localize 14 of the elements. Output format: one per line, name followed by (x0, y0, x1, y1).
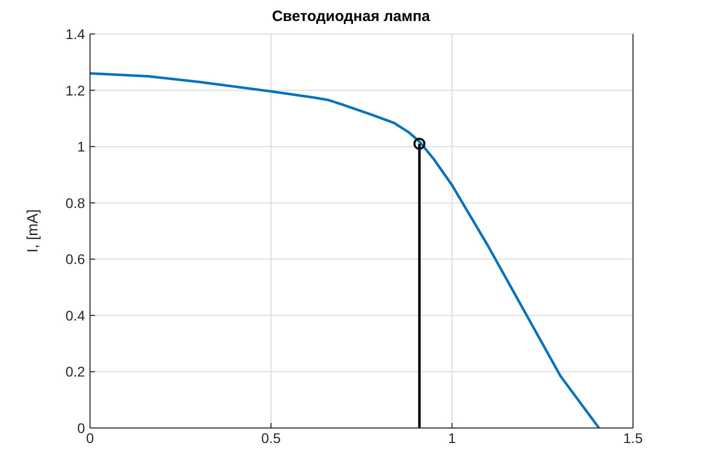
y-tick-label: 0.4 (66, 307, 86, 324)
x-tick-label: 1.5 (623, 430, 643, 446)
y-tick-label: 0.2 (66, 364, 86, 380)
x-tick-label: 1 (448, 430, 456, 446)
y-tick-label: 0 (77, 420, 86, 436)
chart-title: Светодиодная лампа (270, 8, 432, 25)
line-series (90, 72, 600, 428)
x-tick-label: 0.5 (261, 430, 281, 446)
y-tick-label: 1.2 (66, 82, 86, 98)
y-tick-label: 1 (77, 138, 86, 155)
y-tick-label: 1.4 (66, 26, 86, 42)
y-tick-label: 0.6 (66, 251, 86, 268)
y-tick-label: 0.8 (66, 194, 86, 211)
y-axis-title: I, [mA] (24, 209, 42, 253)
